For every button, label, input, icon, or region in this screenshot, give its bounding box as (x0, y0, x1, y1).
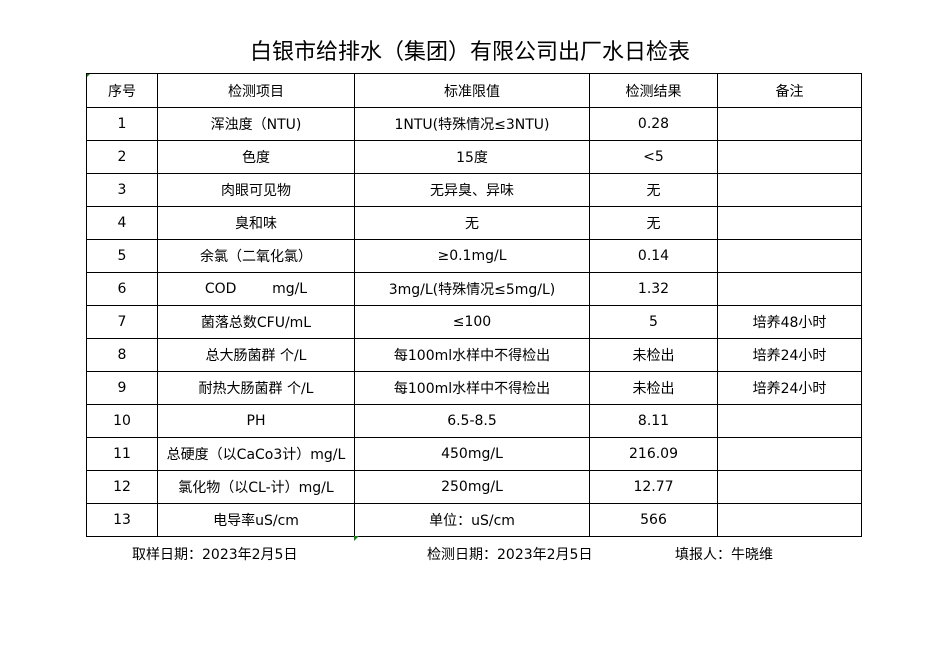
cell-result: 0.28 (589, 107, 718, 141)
cell-index: 2 (86, 140, 158, 174)
cell-remark (717, 503, 862, 537)
table-row: 10 PH 6.5-8.5 8.11 (86, 404, 862, 438)
cell-remark (717, 404, 862, 438)
table-header-row: 序号 检测项目 标准限值 检测结果 备注 (86, 73, 862, 108)
table-row: 9 耐热大肠菌群 个/L 每100ml水样中不得检出 未检出 培养24小时 (86, 371, 862, 405)
cell-standard: 单位：uS/cm (354, 503, 590, 537)
sample-date: 取样日期：2023年2月5日 (132, 547, 298, 563)
cell-remark: 培养24小时 (717, 338, 862, 372)
cell-remark (717, 239, 862, 273)
cell-index: 3 (86, 173, 158, 207)
cell-result: 0.14 (589, 239, 718, 273)
reporter: 填报人：牛晓维 (675, 547, 773, 563)
cell-remark: 培养24小时 (717, 371, 862, 405)
cell-standard: 250mg/L (354, 470, 590, 504)
cell-result: 无 (589, 173, 718, 207)
table-row: 3 肉眼可见物 无异臭、异味无 (86, 173, 862, 207)
cell-item: 余氯（二氧化氯） (157, 239, 355, 273)
page-title: 白银市给排水（集团）有限公司出厂水日检表 (249, 40, 690, 65)
cell-item: 臭和味 (157, 206, 355, 240)
header-item: 检测项目 (157, 73, 355, 108)
cell-index: 5 (86, 239, 158, 273)
cell-result: 566 (589, 503, 718, 537)
cell-item: 电导率uS/cm (157, 503, 355, 537)
cell-remark (717, 272, 862, 306)
cell-index: 10 (86, 404, 158, 438)
cell-result: 1.32 (589, 272, 718, 306)
cell-standard: 无异臭、异味 (354, 173, 590, 207)
table-row: 8 总大肠菌群 个/L 每100ml水样中不得检出 未检出 培养24小时 (86, 338, 862, 372)
cell-result: 12.77 (589, 470, 718, 504)
table-row: 1 浑浊度（NTU) 1NTU(特殊情况≤3NTU) 0.28 (86, 107, 862, 141)
cell-standard: 450mg/L (354, 437, 590, 471)
cell-standard: 15度 (354, 140, 590, 174)
cell-item: 总大肠菌群 个/L (157, 338, 355, 372)
table-row: 2 色度 15度 <5 (86, 140, 862, 174)
cell-index: 1 (86, 107, 158, 141)
table-row: 6 COD mg/L 3mg/L(特殊情况≤5mg/L) 1.32 (86, 272, 862, 306)
cell-item: 色度 (157, 140, 355, 174)
cell-item: 菌落总数CFU/mL (157, 305, 355, 339)
cell-result: 未检出 (589, 338, 718, 372)
cell-index: 13 (86, 503, 158, 537)
cell-standard: ≤100 (354, 305, 590, 339)
header-index: 序号 (86, 73, 158, 108)
cell-standard: 1NTU(特殊情况≤3NTU) (354, 107, 590, 141)
table-row: 4 臭和味无无 (86, 206, 862, 240)
cell-index: 6 (86, 272, 158, 306)
cell-marker (354, 536, 359, 541)
cell-index: 11 (86, 437, 158, 471)
cell-item: 浑浊度（NTU) (157, 107, 355, 141)
cell-standard: 每100ml水样中不得检出 (354, 371, 590, 405)
cell-index: 4 (86, 206, 158, 240)
cell-result: 未检出 (589, 371, 718, 405)
cell-index: 7 (86, 305, 158, 339)
cell-item: 总硬度（以CaCo3计）mg/L (157, 437, 355, 471)
cell-remark (717, 107, 862, 141)
cell-remark (717, 173, 862, 207)
inspection-table: 序号 检测项目 标准限值 检测结果 备注 1 浑浊度（NTU) 1NTU(特殊情况≤… (86, 73, 862, 537)
table-row: 11 总硬度（以CaCo3计）mg/L 450mg/L 216.09 (86, 437, 862, 471)
test-date: 检测日期：2023年2月5日 (427, 547, 593, 563)
cell-standard: ≥0.1mg/L (354, 239, 590, 273)
cell-item: 氯化物（以CL-计）mg/L (157, 470, 355, 504)
cell-item: PH (157, 404, 355, 438)
table-row: 7 菌落总数CFU/mL ≤100 5 培养48小时 (86, 305, 862, 339)
cell-index: 12 (86, 470, 158, 504)
cell-result: 无 (589, 206, 718, 240)
table-row: 12 氯化物（以CL-计）mg/L 250mg/L 12.77 (86, 470, 862, 504)
header-standard: 标准限值 (354, 73, 590, 108)
table-row: 13 电导率uS/cm 单位：uS/cm 566 (86, 503, 862, 537)
cell-remark (717, 470, 862, 504)
table-row: 5 余氯（二氧化氯） ≥0.1mg/L 0.14 (86, 239, 862, 273)
cell-item: 耐热大肠菌群 个/L (157, 371, 355, 405)
cell-index: 8 (86, 338, 158, 372)
cell-item: COD mg/L (157, 272, 355, 306)
cell-item: 肉眼可见物 (157, 173, 355, 207)
cell-standard: 无 (354, 206, 590, 240)
cell-result: <5 (589, 140, 718, 174)
cell-remark (717, 437, 862, 471)
header-result: 检测结果 (589, 73, 718, 108)
cell-standard: 每100ml水样中不得检出 (354, 338, 590, 372)
cell-remark: 培养48小时 (717, 305, 862, 339)
cell-result: 8.11 (589, 404, 718, 438)
cell-result: 5 (589, 305, 718, 339)
cell-remark (717, 206, 862, 240)
cell-standard: 3mg/L(特殊情况≤5mg/L) (354, 272, 590, 306)
cell-result: 216.09 (589, 437, 718, 471)
cell-index: 9 (86, 371, 158, 405)
cell-standard: 6.5-8.5 (354, 404, 590, 438)
header-remark: 备注 (717, 73, 862, 108)
cell-remark (717, 140, 862, 174)
